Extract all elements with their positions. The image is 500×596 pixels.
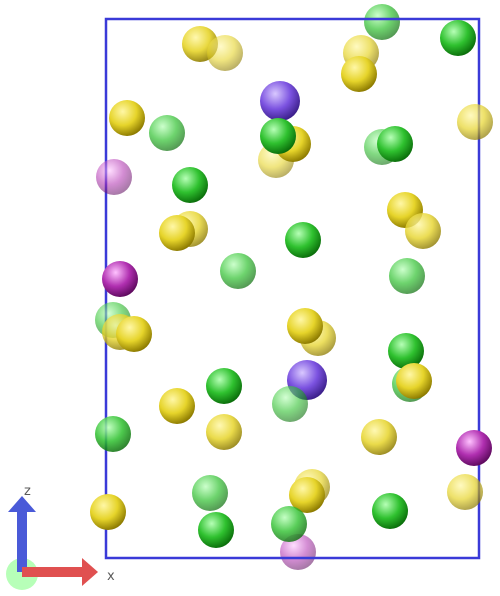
atom-green-22 — [220, 253, 256, 289]
atom-yellow-9 — [457, 104, 493, 140]
atom-yellow-38 — [361, 419, 397, 455]
atom-green-35 — [206, 368, 242, 404]
z-axis-arrow — [17, 510, 27, 572]
atom-yellow-3 — [207, 35, 243, 71]
axis-indicator: z x — [6, 484, 115, 590]
atom-yellow-5 — [341, 56, 377, 92]
atom-green-14 — [377, 126, 413, 162]
atom-yellow-43 — [289, 477, 325, 513]
atom-magenta-15 — [96, 159, 132, 195]
atom-green-39 — [95, 416, 131, 452]
atom-green-0 — [364, 4, 400, 40]
atom-yellow-20 — [159, 215, 195, 251]
atom-purple-6 — [260, 81, 300, 121]
atom-magenta-40 — [456, 430, 492, 466]
atom-yellow-7 — [109, 100, 145, 136]
atom-yellow-18 — [405, 213, 441, 249]
atoms-front-layer — [90, 20, 493, 548]
atom-green-46 — [372, 493, 408, 529]
atom-magenta-24 — [102, 261, 138, 297]
atom-green-8 — [149, 115, 185, 151]
atom-green-12 — [260, 118, 296, 154]
x-axis-arrowhead — [82, 558, 98, 586]
atom-green-21 — [285, 222, 321, 258]
atom-yellow-27 — [116, 316, 152, 352]
atom-yellow-45 — [90, 494, 126, 530]
z-axis-arrowhead — [8, 496, 36, 512]
atom-green-32 — [272, 386, 308, 422]
z-axis-label: z — [24, 484, 31, 499]
atoms-back-layer — [280, 4, 400, 570]
atom-yellow-41 — [447, 474, 483, 510]
x-axis-arrow — [22, 567, 84, 577]
atom-yellow-34 — [396, 363, 432, 399]
atom-green-44 — [192, 475, 228, 511]
atom-yellow-37 — [206, 414, 242, 450]
atom-green-47 — [198, 512, 234, 548]
atom-yellow-29 — [287, 308, 323, 344]
atom-green-23 — [389, 258, 425, 294]
x-axis-label: x — [107, 569, 115, 584]
atom-magenta-49 — [280, 534, 316, 570]
atom-green-48 — [271, 506, 307, 542]
atom-green-16 — [172, 167, 208, 203]
atom-green-30 — [388, 333, 424, 369]
atom-yellow-36 — [159, 388, 195, 424]
atom-green-1 — [440, 20, 476, 56]
